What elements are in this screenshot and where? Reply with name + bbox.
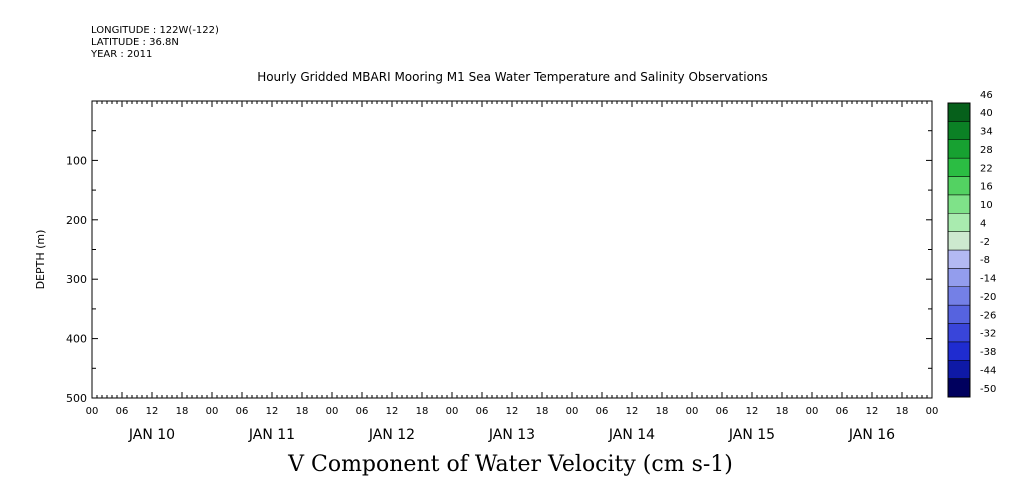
colorbar-swatch xyxy=(947,231,971,251)
x-hour-label: 12 xyxy=(266,406,279,417)
x-hour-label: 00 xyxy=(926,406,939,417)
colorbar-swatch xyxy=(947,360,971,379)
colorbar-swatch xyxy=(947,194,971,214)
y-tick-label: 100 xyxy=(66,154,87,167)
y-tick-label: 300 xyxy=(66,273,87,286)
y-tick-label: 500 xyxy=(66,392,87,405)
x-hour-label: 06 xyxy=(476,406,489,417)
colorbar-swatch xyxy=(947,102,971,122)
colorbar-swatch xyxy=(947,378,971,398)
colorbar-swatch xyxy=(947,139,971,159)
colorbar-swatch xyxy=(947,268,971,287)
longitude-label: LONGITUDE : 122W(-122) xyxy=(91,25,219,36)
x-hour-label: 00 xyxy=(206,406,219,417)
colorbar-label: 10 xyxy=(980,200,993,211)
colorbar-label: 4 xyxy=(980,218,986,229)
colorbar-label: -32 xyxy=(980,329,996,340)
x-hour-label: 18 xyxy=(776,406,789,417)
axes: 100 200 300 400 500 DEPTH (m) 00 06 12 18 00 06 12 18… xyxy=(34,100,939,443)
year-label: YEAR : 2011 xyxy=(91,49,153,60)
x-hour-label: 00 xyxy=(566,406,579,417)
x-hour-label: 12 xyxy=(506,406,519,417)
y-axis-label: DEPTH (m) xyxy=(34,230,47,290)
x-day-label: JAN 16 xyxy=(848,427,895,443)
colorbar-swatch xyxy=(947,157,971,177)
plot-area xyxy=(92,101,932,398)
plot-background xyxy=(92,101,932,398)
colorbar-label: -50 xyxy=(980,384,996,395)
x-hour-label: 06 xyxy=(716,406,729,417)
x-hour-label: 18 xyxy=(416,406,429,417)
variable-title: V Component of Water Velocity (cm s-1) xyxy=(288,452,733,477)
colorbar: 46 40 34 28 22 16 10 4 -2 -8 -14 -20 -26 -32 -38 -44 -50 xyxy=(947,90,996,398)
x-hour-label: 12 xyxy=(866,406,879,417)
x-hour-label: 00 xyxy=(806,406,819,417)
x-hour-label: 06 xyxy=(236,406,249,417)
x-day-label: JAN 12 xyxy=(368,427,415,443)
y-tick-label: 400 xyxy=(66,333,87,346)
x-hour-label: 00 xyxy=(446,406,459,417)
colorbar-label: 46 xyxy=(980,90,993,101)
colorbar-label: 22 xyxy=(980,163,993,174)
colorbar-swatch xyxy=(947,286,971,306)
colorbar-label: -8 xyxy=(980,255,990,266)
colorbar-swatch xyxy=(947,176,971,196)
x-hour-label: 06 xyxy=(356,406,369,417)
x-hour-label: 12 xyxy=(386,406,399,417)
colorbar-label: 40 xyxy=(980,108,993,119)
x-day-label: JAN 13 xyxy=(488,427,535,443)
x-hour-label: 12 xyxy=(626,406,639,417)
colorbar-label: 28 xyxy=(980,145,993,156)
x-day-label: JAN 15 xyxy=(728,427,775,443)
colorbar-frame xyxy=(947,102,971,398)
x-hour-label: 18 xyxy=(296,406,309,417)
x-hour-label: 00 xyxy=(326,406,339,417)
x-hour-label: 00 xyxy=(686,406,699,417)
x-hour-label: 06 xyxy=(116,406,129,417)
x-hour-label: 12 xyxy=(746,406,759,417)
colorbar-swatch xyxy=(947,249,971,269)
x-day-label: JAN 14 xyxy=(608,427,655,443)
colorbar-swatch xyxy=(947,121,971,140)
chart-title: Hourly Gridded MBARI Mooring M1 Sea Wate… xyxy=(257,70,768,84)
colorbar-label: -38 xyxy=(980,347,996,358)
colorbar-swatch xyxy=(947,323,971,343)
x-hour-label: 06 xyxy=(836,406,849,417)
x-hour-label: 06 xyxy=(596,406,609,417)
x-hour-label: 00 xyxy=(86,406,99,417)
y-tick-label: 200 xyxy=(66,214,87,227)
colorbar-label: -20 xyxy=(980,292,996,303)
colorbar-swatch xyxy=(947,341,971,361)
colorbar-label: 16 xyxy=(980,182,993,193)
colorbar-label: 34 xyxy=(980,127,993,138)
colorbar-swatch xyxy=(947,304,971,324)
colorbar-label: -14 xyxy=(980,274,996,285)
colorbar-label: -26 xyxy=(980,310,996,321)
colorbar-label: -2 xyxy=(980,237,990,248)
x-hour-label: 18 xyxy=(896,406,909,417)
x-hour-label: 18 xyxy=(656,406,669,417)
x-day-label: JAN 11 xyxy=(248,427,295,443)
colorbar-label: -44 xyxy=(980,365,996,376)
x-day-label: JAN 10 xyxy=(128,427,175,443)
colorbar-swatch xyxy=(947,213,971,232)
x-hour-label: 12 xyxy=(146,406,159,417)
x-hour-label: 18 xyxy=(176,406,189,417)
latitude-label: LATITUDE : 36.8N xyxy=(91,37,179,48)
x-hour-label: 18 xyxy=(536,406,549,417)
